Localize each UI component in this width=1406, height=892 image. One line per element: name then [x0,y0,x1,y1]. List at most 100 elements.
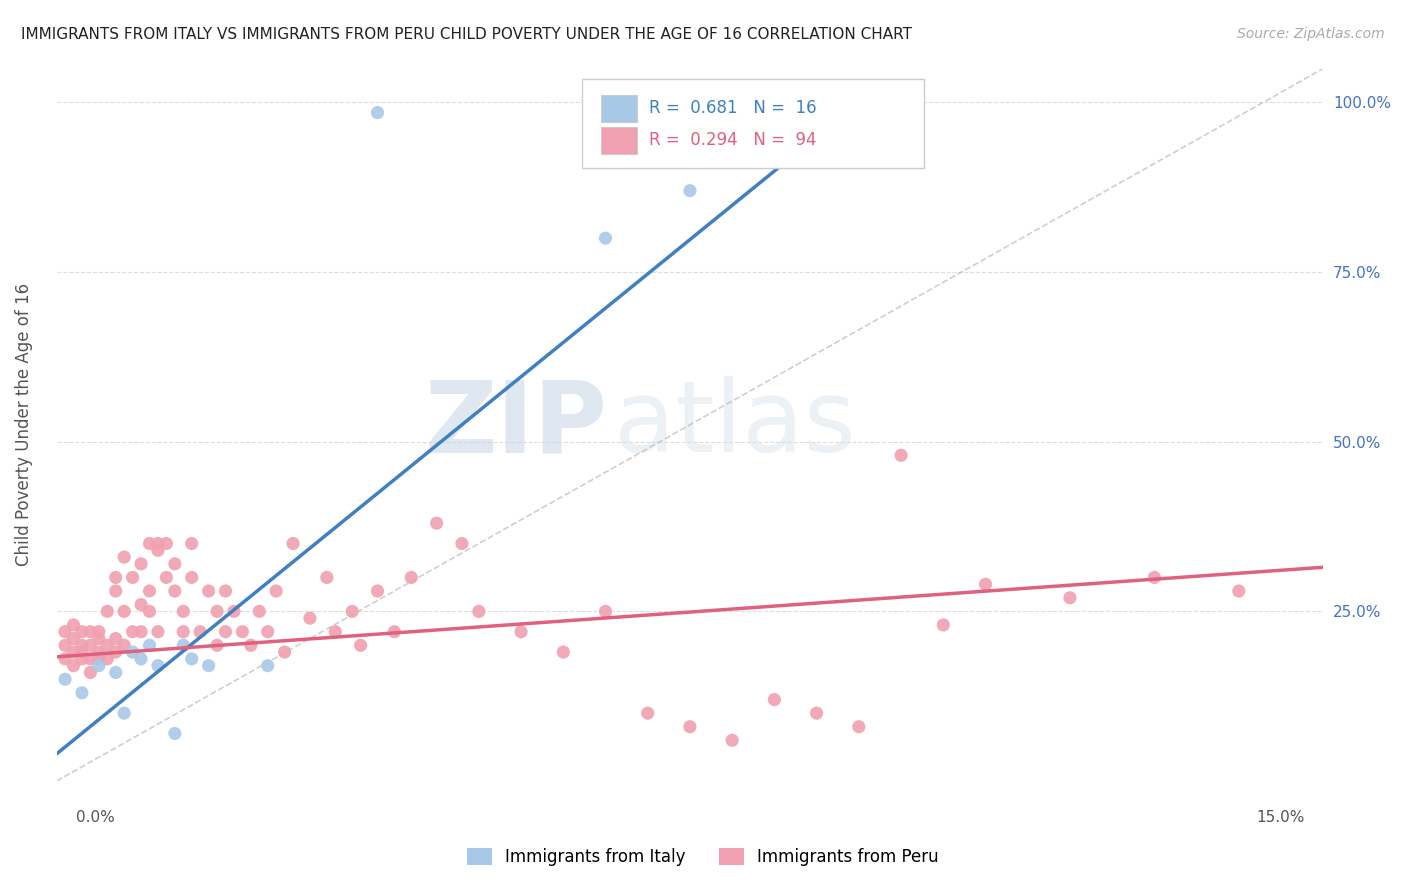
Point [62,645,84,659]
Point [679,184,702,198]
Point [53,672,76,686]
Point [53,624,76,639]
Point [138,638,160,652]
Point [138,584,160,599]
Point [222,604,245,618]
Point [366,105,388,120]
Point [172,624,194,639]
Point [180,570,202,584]
Point [53,652,76,666]
Point [104,584,127,599]
Point [104,632,127,646]
Point [637,706,659,720]
Point [595,604,617,618]
Point [1227,584,1250,599]
Point [96,652,118,666]
Point [112,638,135,652]
Point [1059,591,1081,605]
Point [163,726,186,740]
Point [87,624,110,639]
Point [932,618,955,632]
Point [104,570,127,584]
Point [890,448,912,462]
Point [340,604,363,618]
Point [1143,570,1166,584]
Point [70,645,93,659]
Point [70,638,93,652]
Point [129,598,152,612]
Point [323,624,346,639]
Bar [602,127,637,154]
Point [806,706,828,720]
Point [129,624,152,639]
Text: R =  0.681   N =  16: R = 0.681 N = 16 [650,99,817,118]
Point [112,550,135,565]
Point [273,645,295,659]
Point [264,584,287,599]
Point [138,536,160,550]
Point [172,638,194,652]
Point [96,604,118,618]
Text: atlas: atlas [614,376,856,474]
Point [146,543,169,558]
Point [87,645,110,659]
Point [112,604,135,618]
Point [79,652,101,666]
Point [121,645,143,659]
Point [70,624,93,639]
Point [256,624,278,639]
Point [79,624,101,639]
Point [53,638,76,652]
Point [349,638,371,652]
Point [214,624,236,639]
Text: ZIP: ZIP [425,376,607,474]
Point [679,720,702,734]
Point [721,733,744,747]
Point [384,624,406,639]
Point [188,624,211,639]
Point [974,577,997,591]
Legend: Immigrants from Italy, Immigrants from Peru: Immigrants from Italy, Immigrants from P… [458,840,948,875]
Point [146,658,169,673]
Point [70,652,93,666]
Point [595,231,617,245]
Point [426,516,449,530]
Point [239,638,262,652]
Point [62,658,84,673]
Point [451,536,474,550]
Point [129,652,152,666]
Point [366,584,388,599]
Point [763,692,786,706]
Text: Source: ZipAtlas.com: Source: ZipAtlas.com [1237,27,1385,41]
Point [79,638,101,652]
Point [62,618,84,632]
Point [848,720,870,734]
Point [180,536,202,550]
Point [510,624,533,639]
Point [121,570,143,584]
Point [205,604,228,618]
Text: R =  0.294   N =  94: R = 0.294 N = 94 [650,131,817,150]
Point [146,624,169,639]
Point [163,584,186,599]
Point [231,624,253,639]
Point [87,632,110,646]
Text: 0.0%: 0.0% [76,810,114,824]
Point [281,536,304,550]
Bar [602,95,637,122]
Point [155,536,177,550]
Point [214,584,236,599]
Point [172,604,194,618]
FancyBboxPatch shape [582,79,924,169]
Point [62,632,84,646]
Point [163,557,186,571]
Point [553,645,575,659]
Point [112,706,135,720]
Point [79,665,101,680]
Point [104,665,127,680]
Point [96,638,118,652]
Point [256,658,278,673]
Y-axis label: Child Poverty Under the Age of 16: Child Poverty Under the Age of 16 [15,283,32,566]
Point [401,570,423,584]
Point [70,686,93,700]
